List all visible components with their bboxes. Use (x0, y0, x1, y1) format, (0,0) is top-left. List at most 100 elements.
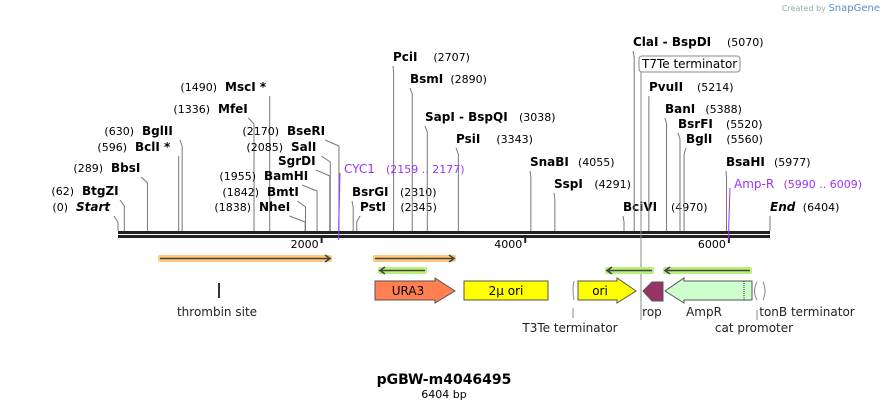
feature-ura3 (374, 277, 456, 304)
cut-site-line (119, 199, 125, 231)
cut-site-line (424, 125, 428, 231)
tick-label: 4000 (494, 238, 522, 251)
enzyme-label: MfeI (218, 102, 248, 116)
enzyme-label: SalI (291, 140, 316, 154)
backbone-top (118, 231, 770, 234)
cut-position: (1838) (214, 201, 251, 214)
cut-position: (3343) (496, 133, 533, 146)
cut-site-line (351, 200, 354, 231)
feature-label: 2μ ori (489, 284, 524, 298)
enzyme-label: SapI - BspQI (425, 110, 508, 124)
cut-site-line (289, 215, 306, 231)
primer-arrow-shaft (663, 266, 750, 275)
cut-site-line (301, 184, 318, 231)
primer-site-range: (2159 .. 2177) (386, 163, 465, 176)
enzyme-label: BclI * (135, 140, 171, 154)
cut-position: (5214) (697, 81, 734, 94)
primer-arrow-shaft (375, 254, 456, 263)
cut-site-line (324, 139, 340, 231)
cut-site-line (553, 192, 556, 231)
enzyme-label: BsmI (410, 72, 443, 86)
cut-site-line (683, 147, 687, 231)
enzyme-label: NheI (259, 200, 290, 214)
feature-annotation: rop (642, 305, 662, 319)
cut-site-line (392, 65, 395, 231)
enzyme-label: BmtI (267, 185, 299, 199)
cut-site-line (321, 155, 331, 231)
primer-arrow-shaft (605, 266, 652, 275)
cut-position: (2170) (242, 125, 279, 138)
cut-position: (5388) (705, 103, 742, 116)
enzyme-label: End (770, 200, 796, 214)
enzyme-label: SnaBI (530, 155, 569, 169)
cut-position: (3038) (519, 111, 556, 124)
cut-position: (6404) (803, 201, 840, 214)
cut-site-line (409, 87, 413, 231)
enzyme-label: PsiI (456, 132, 480, 146)
enzyme-label: SgrDI (278, 154, 316, 168)
cut-position: (2310) (400, 186, 437, 199)
primer-arrow-shaft (378, 266, 425, 275)
cut-position: (1955) (219, 170, 256, 183)
cut-site-line (356, 215, 361, 231)
cut-position: (4970) (671, 201, 708, 214)
t7te-box (638, 55, 741, 73)
cut-position: (4055) (578, 156, 615, 169)
cut-site-line (622, 215, 625, 231)
enzyme-label: BtgZI (82, 184, 119, 198)
enzyme-label: BglII (142, 124, 173, 138)
enzyme-label: Start (76, 200, 111, 214)
tick-label: 2000 (291, 238, 319, 251)
cut-position: (5560) (726, 133, 763, 146)
cut-site-line (248, 117, 255, 231)
enzyme-label: ClaI - BspDI (633, 35, 711, 49)
enzyme-label: BsrGI (352, 185, 389, 199)
map-title: pGBW-m4046495 (377, 372, 512, 388)
cut-site-line (297, 200, 307, 231)
cut-position: (289) (73, 162, 103, 175)
backbone-bottom (118, 235, 770, 238)
enzyme-label: BbsI (111, 161, 140, 175)
cut-position: (2085) (246, 141, 283, 154)
tick-label: 6000 (698, 238, 726, 251)
t3te-terminator-mark (572, 280, 575, 301)
cut-position: (62) (51, 185, 74, 198)
enzyme-label: MscI * (225, 80, 267, 94)
cut-site-line (664, 117, 668, 231)
cut-position: (596) (97, 141, 127, 154)
cut-site-line (315, 169, 331, 231)
enzyme-label: SspI (554, 177, 583, 191)
enzyme-label: BglI (686, 132, 712, 146)
cut-site-line (632, 50, 635, 231)
enzyme-label: BanI (665, 102, 695, 116)
cut-position: (2345) (400, 201, 437, 214)
cut-site-line (455, 147, 459, 231)
feature-annotation: AmpR (686, 305, 722, 319)
cut-site-line (677, 132, 681, 231)
tonb-terminator-mark (754, 281, 766, 301)
cut-site-line (179, 139, 183, 231)
feature-annotation: T3Te terminator (521, 321, 617, 335)
enzyme-label: BsrFI (678, 117, 713, 131)
primer-site-label: Amp-R (734, 177, 774, 191)
cut-site-line (113, 215, 119, 231)
map-length: 6404 bp (421, 388, 466, 401)
primer-site-range: (5990 .. 6009) (784, 178, 863, 191)
feature-2mu-ori (463, 280, 549, 301)
feature-annotation: thrombin site (177, 305, 257, 319)
enzyme-label: BsaHI (726, 155, 765, 169)
cut-position: (1490) (180, 81, 217, 94)
primer-arrow-shaft (160, 254, 332, 263)
enzyme-label: PciI (393, 50, 418, 64)
cut-position: (0) (52, 201, 68, 214)
t7te-label: T7Te terminator (641, 57, 737, 71)
feature-ori (577, 277, 637, 304)
cut-position: (5520) (726, 118, 763, 131)
primer-site-line (338, 172, 341, 240)
enzyme-label: PvuII (649, 80, 683, 94)
enzyme-label: BamHI (264, 169, 308, 183)
cut-position: (1336) (173, 103, 210, 116)
cut-position: (4291) (594, 178, 631, 191)
